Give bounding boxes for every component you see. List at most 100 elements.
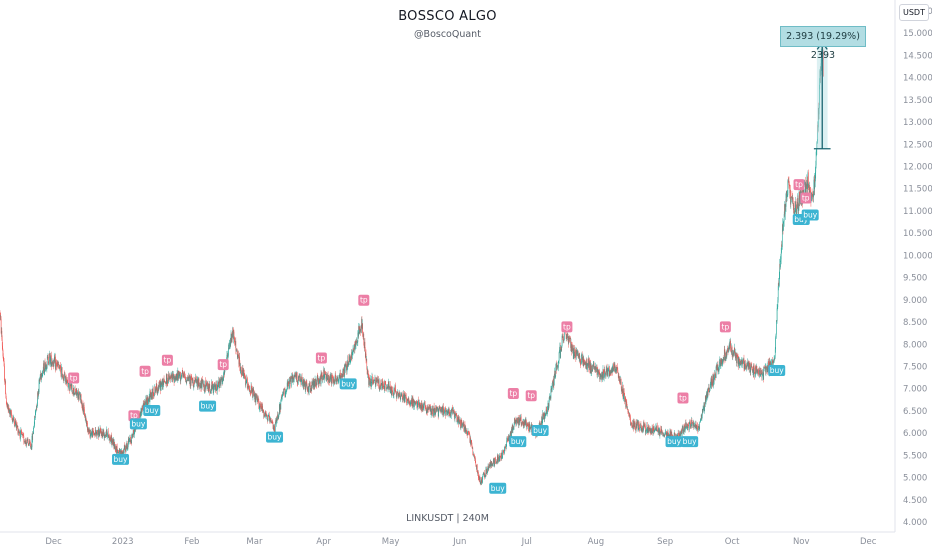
candle-body [128, 438, 129, 445]
candle-body [386, 387, 388, 388]
candle-body [776, 308, 778, 322]
buy-signal-badge[interactable] [143, 405, 161, 417]
candle-body [441, 407, 442, 413]
take-profit-badge[interactable] [139, 365, 151, 377]
candle-body [77, 391, 79, 399]
candle-body [114, 444, 116, 449]
candle-body [455, 412, 456, 416]
candle-body [202, 379, 203, 383]
y-axis[interactable]: 4.0004.5005.0005.5006.0006.5007.0007.500… [894, 0, 932, 532]
candle-body [658, 428, 659, 432]
buy-signal-badge[interactable] [129, 418, 147, 430]
take-profit-badge[interactable] [525, 390, 537, 402]
candle-body [264, 411, 266, 417]
candle-body [697, 427, 699, 432]
candle-body [689, 421, 690, 424]
candle-body [476, 465, 478, 471]
signals-layer[interactable]: tpbuytpbuytpbuytpbuytpbuytpbuytpbuytpbuy… [68, 179, 819, 494]
candle-body [487, 472, 488, 473]
buy-signal-badge[interactable] [266, 431, 284, 443]
take-profit-badge[interactable] [561, 321, 573, 333]
candle-body [790, 189, 791, 205]
candle-body [147, 397, 149, 404]
candle-body [335, 380, 337, 382]
take-profit-badge[interactable] [507, 388, 519, 400]
candle-body [623, 391, 625, 396]
candle-body [543, 413, 545, 420]
candle-body [327, 374, 329, 380]
take-profit-badge[interactable] [358, 294, 370, 306]
take-profit-badge[interactable] [677, 392, 689, 404]
candle-body [11, 416, 13, 422]
take-profit-badge[interactable] [217, 359, 229, 371]
take-profit-label: tp [219, 360, 227, 369]
take-profit-badge[interactable] [161, 354, 173, 366]
buy-signal-badge[interactable] [665, 436, 683, 448]
candle-body [639, 424, 640, 429]
buy-signal-badge[interactable] [801, 209, 819, 221]
candle-body [20, 429, 22, 432]
candle-body [814, 178, 816, 182]
take-profit-badge[interactable] [793, 179, 805, 191]
candle-body [418, 405, 420, 407]
candle-body [439, 407, 441, 408]
candle-body [323, 369, 325, 380]
candle-body [450, 411, 451, 415]
candle-body [107, 430, 109, 436]
candle-body [311, 381, 313, 386]
candle-body [414, 402, 416, 404]
candle-body [774, 358, 775, 360]
candle-body [522, 422, 524, 423]
candle-body [110, 435, 112, 442]
candle-body [809, 187, 810, 194]
candle-body [564, 327, 565, 341]
x-axis[interactable]: Dec 2023 Feb Mar Apr May Jun Jul Aug Sep Oct Nov Dec [0, 531, 895, 547]
take-profit-badge[interactable] [800, 192, 812, 204]
buy-signal-badge[interactable] [531, 425, 549, 437]
candle-body [69, 384, 71, 391]
candle-body [108, 435, 110, 438]
candle-body [292, 376, 294, 382]
take-profit-badge[interactable] [68, 372, 80, 384]
candle-body [665, 431, 667, 433]
candle-body [174, 377, 175, 383]
candle-body [203, 383, 204, 385]
candle-body [410, 400, 411, 404]
candle-body [632, 420, 634, 428]
candle-body [295, 373, 297, 378]
candle-body [592, 365, 593, 372]
candle-body [224, 368, 225, 374]
candle-body [72, 392, 74, 394]
candle-body [114, 441, 115, 449]
buy-signal-badge[interactable] [681, 436, 699, 448]
buy-signal-badge[interactable] [489, 482, 507, 494]
candle-body [113, 441, 115, 448]
candle-body [90, 432, 92, 434]
candle-body [248, 386, 250, 389]
buy-signal-badge[interactable] [339, 378, 357, 390]
candle-body [359, 326, 361, 330]
candle-body [496, 461, 497, 463]
take-profit-badge[interactable] [719, 321, 731, 333]
candle-body [73, 392, 75, 394]
candle-body [65, 376, 67, 382]
candle-body [77, 393, 79, 399]
take-profit-badge[interactable] [315, 352, 327, 364]
candle-body [674, 432, 675, 435]
candle-body [518, 417, 520, 426]
buy-signal-badge[interactable] [509, 436, 527, 448]
buy-signal-badge[interactable] [199, 400, 217, 412]
candle-body [470, 440, 472, 445]
candle-body [659, 428, 661, 437]
candle-body [289, 380, 291, 382]
currency-unit-button[interactable]: USDT [899, 4, 929, 21]
candle-body [777, 286, 779, 301]
buy-signal-badge[interactable] [112, 453, 130, 465]
candle-body [681, 430, 683, 435]
candle-body [460, 419, 462, 428]
candle-body [443, 412, 445, 414]
buy-signal-badge[interactable] [768, 365, 786, 377]
candle-body [141, 405, 143, 412]
